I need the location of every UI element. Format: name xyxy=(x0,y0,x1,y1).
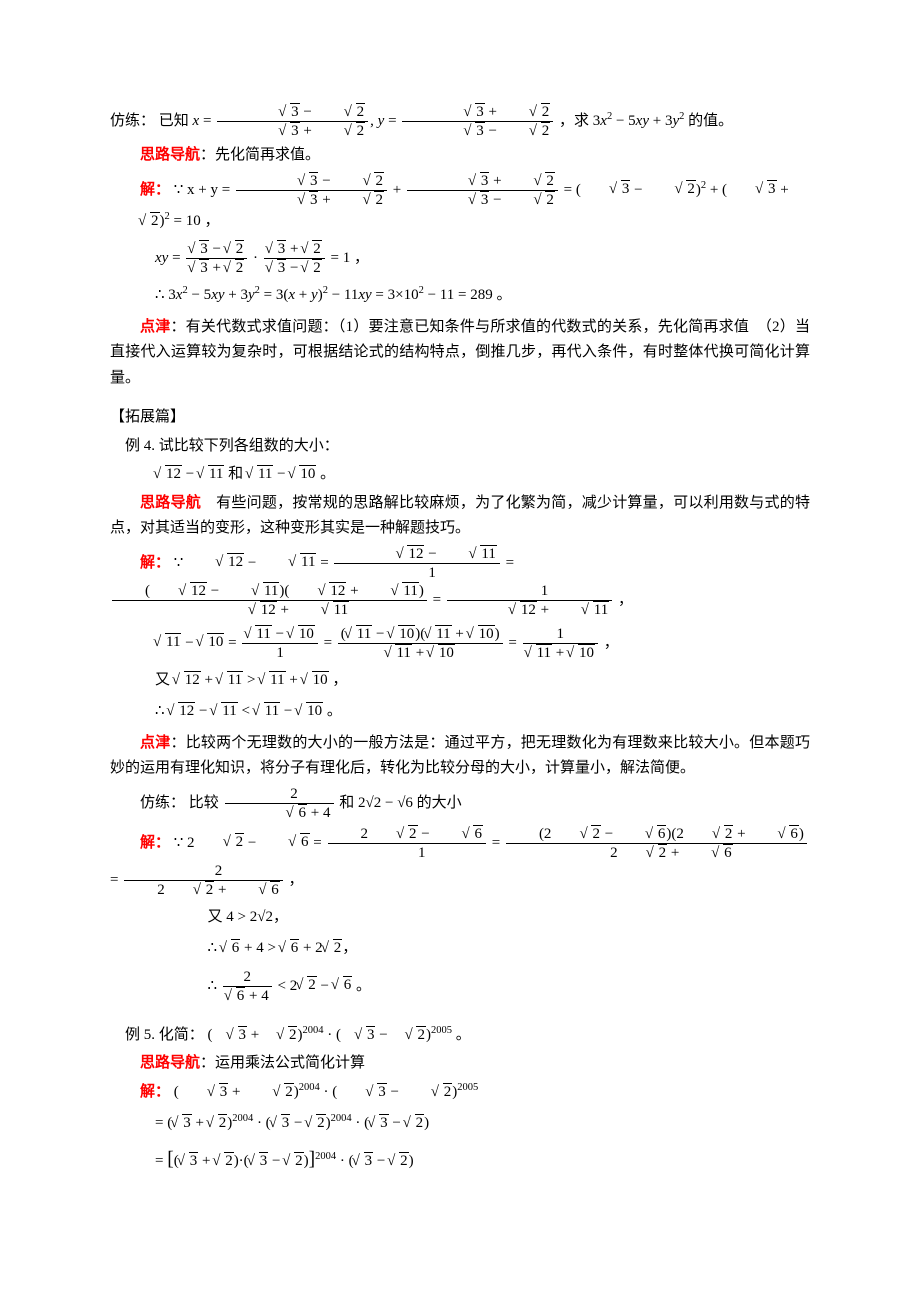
label-li4: 例 4. xyxy=(125,438,159,454)
p1-silu: 思路导航：先化简再求值。 xyxy=(110,143,810,169)
p4-step1: 解： ∵ 12 − 11 = 12 − 111 = (12 − 11)(12 +… xyxy=(110,545,810,619)
label-fanglian: 仿练： xyxy=(110,113,155,129)
label-dianjin: 点津 xyxy=(140,319,170,335)
p5-silu: 思路导航：运用乘法公式简化计算 xyxy=(110,1051,810,1077)
p4-fanglian: 仿练： 比较 26 + 4 和 2√2 − √6 的大小 xyxy=(110,785,810,822)
p4-step3: 又 12 + 11 > 11 + 10 ， xyxy=(155,668,810,694)
p4f-step1: 解： ∵ 22 − 6 = 22 − 61 = (22 − 6)(22 + 6)… xyxy=(110,825,810,899)
p5-l1: = (3 + 2)2004 · (3 − 2)2004 · (3 − 2) xyxy=(155,1111,810,1137)
p4-dianjin: 点津：比较两个无理数的大小的一般方法是：通过平方，把无理数化为有理数来比较大小。… xyxy=(110,731,810,782)
p5-l0: 解： (3 + 2)2004 · (3 − 2)2005 xyxy=(110,1080,810,1106)
example4-expr: 12 − 11 和 11 − 10 。 xyxy=(155,462,810,488)
p4-step4: ∴ 12 − 11 < 11 − 10 。 xyxy=(155,699,810,725)
problem-1: 仿练： 已知 x = 3 − 23 + 2, y = 3 + 23 − 2 ，求… xyxy=(110,103,810,140)
p1-step3: ∴ 3x2 − 5xy + 3y2 = 3(x + y)2 − 11xy = 3… xyxy=(155,283,810,309)
p1-given: 已知 xyxy=(159,113,193,129)
label-silu: 思路导航 xyxy=(140,147,200,163)
document-page: 仿练： 已知 x = 3 − 23 + 2, y = 3 + 23 − 2 ，求… xyxy=(0,0,920,1302)
p1-dianjin: 点津：有关代数式求值问题：（1）要注意已知条件与所求值的代数式的关系，先化简再求… xyxy=(110,315,810,392)
p4f-step2: 又 4 > 2√2， xyxy=(208,905,811,931)
p5-l2: = [(3 + 2)·(3 − 2)]2004 · (3 − 2) xyxy=(155,1143,810,1176)
p4f-step3: ∴ 6 + 4 > 6 + 22， xyxy=(208,936,811,962)
p1-step1: 解： ∵ x + y = 3 − 23 + 2 + 3 + 23 − 2 = (… xyxy=(110,172,810,235)
section-header: 【拓展篇】 xyxy=(110,405,810,431)
label-li5: 例 5. xyxy=(125,1027,159,1043)
label-tuozhan: 【拓展篇】 xyxy=(110,409,185,425)
example5-title: 例 5. 化简： (3 + 2)2004 · (3 − 2)2005 。 xyxy=(110,1023,810,1049)
p4-silu: 思路导航 有些问题，按常规的思路解比较麻烦，为了化繁为简，减少计算量，可以利用数… xyxy=(110,491,810,542)
p4-step2: 11 − 10 = 11 − 101 = (11 − 10)(11 + 10)1… xyxy=(155,625,810,662)
frac-x: 3 − 23 + 2 xyxy=(217,103,368,140)
p4f-step4: ∴ 26 + 4 < 22 − 6 。 xyxy=(208,968,811,1005)
example4-title: 例 4. 试比较下列各组数的大小： xyxy=(110,434,810,460)
frac-y: 3 + 23 − 2 xyxy=(402,103,553,140)
label-jie: 解： xyxy=(140,181,170,197)
p1-step2: xy = 3 − 23 + 2 · 3 + 23 − 2 = 1 ， xyxy=(155,240,810,277)
